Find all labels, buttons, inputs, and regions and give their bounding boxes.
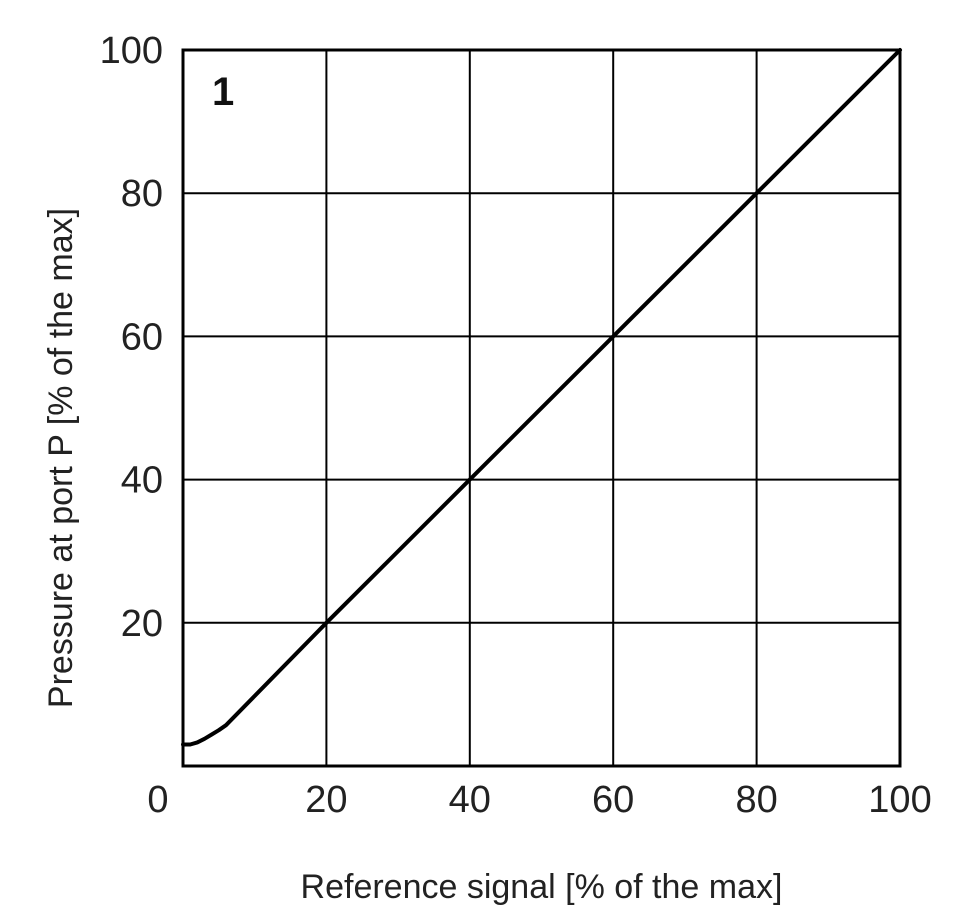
y-tick-labels: 20 40 60 80 100 xyxy=(100,30,163,645)
x-tick-label: 20 xyxy=(305,779,347,821)
panel-label: 1 xyxy=(212,70,234,114)
y-tick-label: 60 xyxy=(121,316,163,358)
x-axis-label: Reference signal [% of the max] xyxy=(301,868,783,906)
x-tick-label: 40 xyxy=(449,779,491,821)
y-tick-label: 40 xyxy=(121,460,163,502)
grid xyxy=(183,50,900,766)
x-tick-label: 60 xyxy=(592,779,634,821)
y-tick-label: 20 xyxy=(121,603,163,645)
y-axis-label: Pressure at port P [% of the max] xyxy=(42,208,80,708)
y-tick-label: 80 xyxy=(121,173,163,215)
y-tick-label: 100 xyxy=(100,30,163,72)
series-line xyxy=(181,48,902,747)
x-tick-label: 0 xyxy=(147,779,168,821)
plot-frame xyxy=(181,48,902,768)
x-tick-labels: 0 20 40 60 80 100 xyxy=(147,779,931,821)
x-tick-label: 100 xyxy=(868,779,931,821)
x-tick-label: 80 xyxy=(735,779,777,821)
